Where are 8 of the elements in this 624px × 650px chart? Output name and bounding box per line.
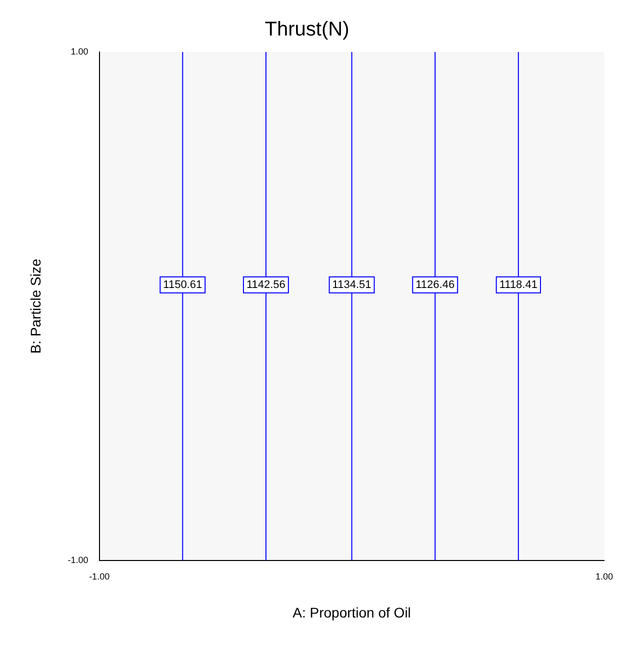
chart-title: Thrust(N) [264,18,350,41]
y-axis-title: B: Particle Size [27,258,44,354]
series-label: 1150.61 [163,278,202,291]
series-label: 1126.46 [416,278,455,291]
series-label: 1142.56 [246,278,286,291]
series-label: 1118.41 [499,278,538,291]
x-axis-title: A: Proportion of Oil [292,604,411,620]
series-label: 1134.51 [332,278,372,291]
